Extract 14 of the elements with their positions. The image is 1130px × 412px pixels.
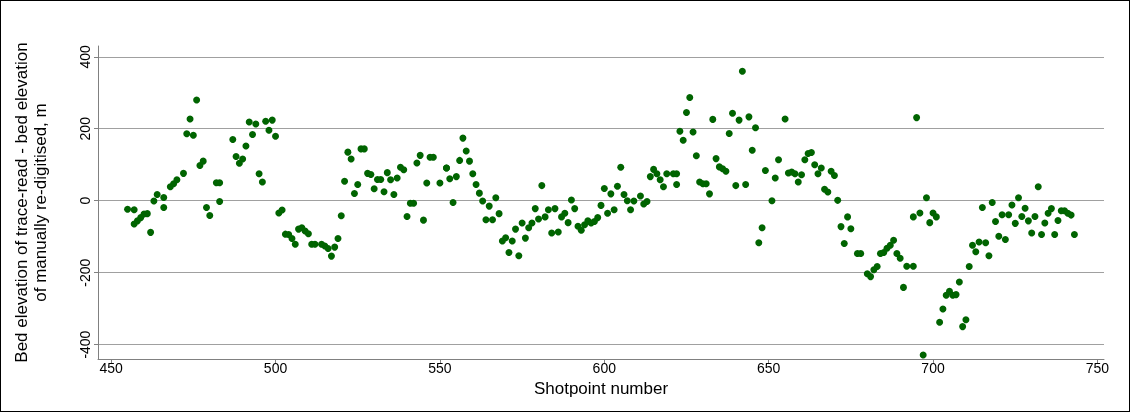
y-tick-label: -200 <box>77 258 93 287</box>
x-tick-label: 700 <box>921 360 945 376</box>
x-tick-label: 450 <box>99 360 124 376</box>
y-axis-title: Bed elevation of trace-read - bed elevation of manually re-digitised, m <box>12 42 50 363</box>
x-tick-label: 750 <box>1085 360 1110 376</box>
y-tick-label: -400 <box>77 330 93 359</box>
y-tick-label: 400 <box>77 44 93 69</box>
x-axis-title: Shotpoint number <box>533 378 669 398</box>
y-tick-label: 0 <box>77 196 93 205</box>
x-tick-label: 600 <box>592 360 617 376</box>
x-tick-label: 550 <box>428 360 452 376</box>
y-tick-label: 200 <box>77 116 93 141</box>
x-tick-label: 650 <box>756 360 781 376</box>
x-tick-label: 500 <box>263 360 288 376</box>
